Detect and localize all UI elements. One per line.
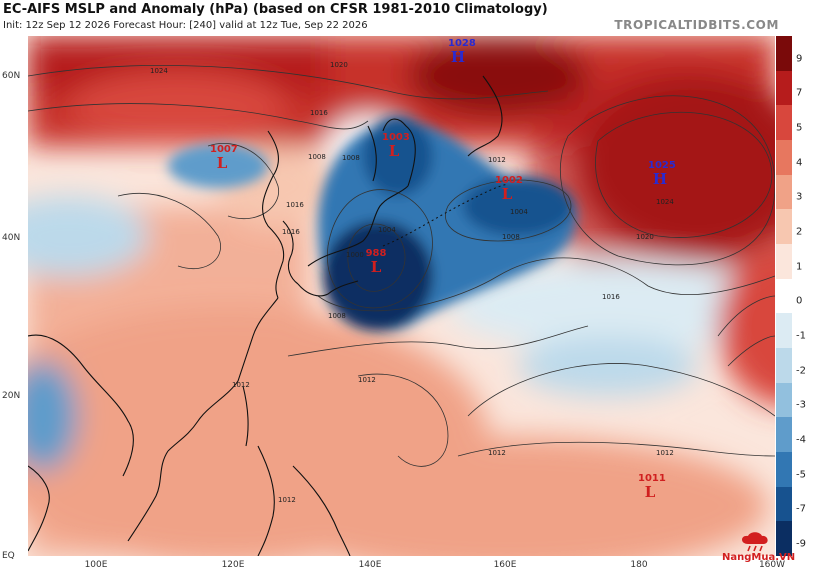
isobar-label: 1016 [310,109,328,117]
pressure-center-l-1011: 1011 L [638,473,666,501]
lon-label: 180 [630,560,648,570]
colorbar-segment [776,209,792,245]
map-svg [28,36,775,556]
colorbar-label: 1 [796,261,803,273]
colorbar-segment [776,382,792,418]
pressure-center-l-1007: 1007 L [210,144,238,172]
colorbar-label: 0 [796,295,803,307]
isobar-label: 1012 [656,449,674,457]
pressure-symbol: L [370,258,382,276]
isobar-label: 1020 [330,61,348,69]
isobar-label: 1024 [656,198,674,206]
colorbar-label: -7 [796,503,806,515]
isobar-label: 1008 [502,233,520,241]
front-line [382,183,509,247]
low-anomaly-core [168,116,577,332]
colorbar-label: 3 [796,191,803,203]
lon-label: 120E [221,560,245,570]
pressure-center-h-1028: 1028 H [448,38,476,66]
lat-label: EQ [2,551,15,561]
colorbar-label: -4 [796,434,806,446]
isobar-label: 1016 [602,293,620,301]
isobar-label: 1016 [286,201,304,209]
isobar-label: 1012 [488,156,506,164]
isobar-label: 1024 [150,67,168,75]
isobar-label: 1012 [488,449,506,457]
isobar-label: 1008 [308,153,326,161]
lat-label: 60N [2,71,21,81]
colorbar-segment [776,521,792,557]
lat-label: 40N [2,233,21,243]
pressure-symbol: L [388,142,400,160]
lon-label: 100E [84,560,108,570]
colorbar-label: -5 [796,469,806,481]
colorbar-label: -1 [796,330,806,342]
pressure-value: 1002 [495,175,523,186]
chart-title: EC-AIFS MSLP and Anomaly (hPa) (based on… [3,2,548,17]
isobars [28,64,775,467]
colorbar-label: 4 [796,157,803,169]
pressure-center-l-1002: 1002 L [495,175,523,203]
logo-text: NangMua.VN [722,552,796,563]
colorbar [776,36,792,557]
chart-subtitle: Init: 12z Sep 12 2026 Forecast Hour: [24… [3,20,368,31]
pressure-value: 1025 [648,160,676,171]
colorbar-label: -2 [796,365,806,377]
colorbar-segment [776,486,792,522]
pressure-value: 1011 [638,473,666,484]
isobar-label: 1012 [358,376,376,384]
isobar-label: 1008 [328,312,346,320]
colorbar-segment [776,278,792,314]
pressure-symbol: L [216,154,228,172]
lon-label: 160E [493,560,517,570]
isobar-label: 1004 [510,208,528,216]
pressure-center-l-988: 988 L [364,248,388,275]
isobar-label: 1012 [232,381,250,389]
pressure-center-h-1025: 1025 H [648,160,676,188]
pressure-symbol: H [450,48,466,66]
site-watermark: TROPICALTIDBITS.COM [614,18,779,32]
pressure-value: 988 [365,248,387,259]
isobar-label: 1000 [346,251,364,259]
isobar-label: 1020 [636,233,654,241]
colorbar-label: -3 [796,399,806,411]
colorbar-label: -9 [796,538,806,550]
pressure-value: 1007 [210,144,238,155]
nangmua-logo: NangMua.VN [722,530,812,566]
pressure-value: 1003 [382,132,410,143]
colorbar-label: 5 [796,122,803,134]
colorbar-segment [776,244,792,280]
lat-label: 20N [2,391,21,401]
colorbar-label: 7 [796,87,803,99]
isobar-label: 1012 [278,496,296,504]
colorbar-segment [776,348,792,384]
colorbar-segment [776,313,792,349]
lon-label: 160W [758,560,786,570]
anomaly-map: 1028 H 1007 L 1003 L 1002 L 1025 H 988 L… [28,36,775,556]
colorbar-segment [776,452,792,488]
pressure-symbol: H [652,170,668,188]
isobar-label: 1008 [342,154,360,162]
pressure-symbol: L [501,185,513,203]
colorbar-segment [776,417,792,453]
colorbar-segment [776,140,792,176]
pressure-value: 1028 [448,38,476,49]
colorbar-label: 2 [796,226,803,238]
lon-label: 140E [358,560,382,570]
cloud-rain-icon [742,532,768,552]
pressure-symbol: L [644,483,656,501]
colorbar-label: 9 [796,53,803,65]
colorbar-segment [776,70,792,106]
pressure-center-l-1003: 1003 L [382,132,410,160]
colorbar-segment [776,174,792,210]
colorbar-segment [776,105,792,141]
isobar-label: 1004 [378,226,396,234]
isobar-label: 1016 [282,228,300,236]
colorbar-segment [776,36,792,72]
coastlines [28,75,503,556]
